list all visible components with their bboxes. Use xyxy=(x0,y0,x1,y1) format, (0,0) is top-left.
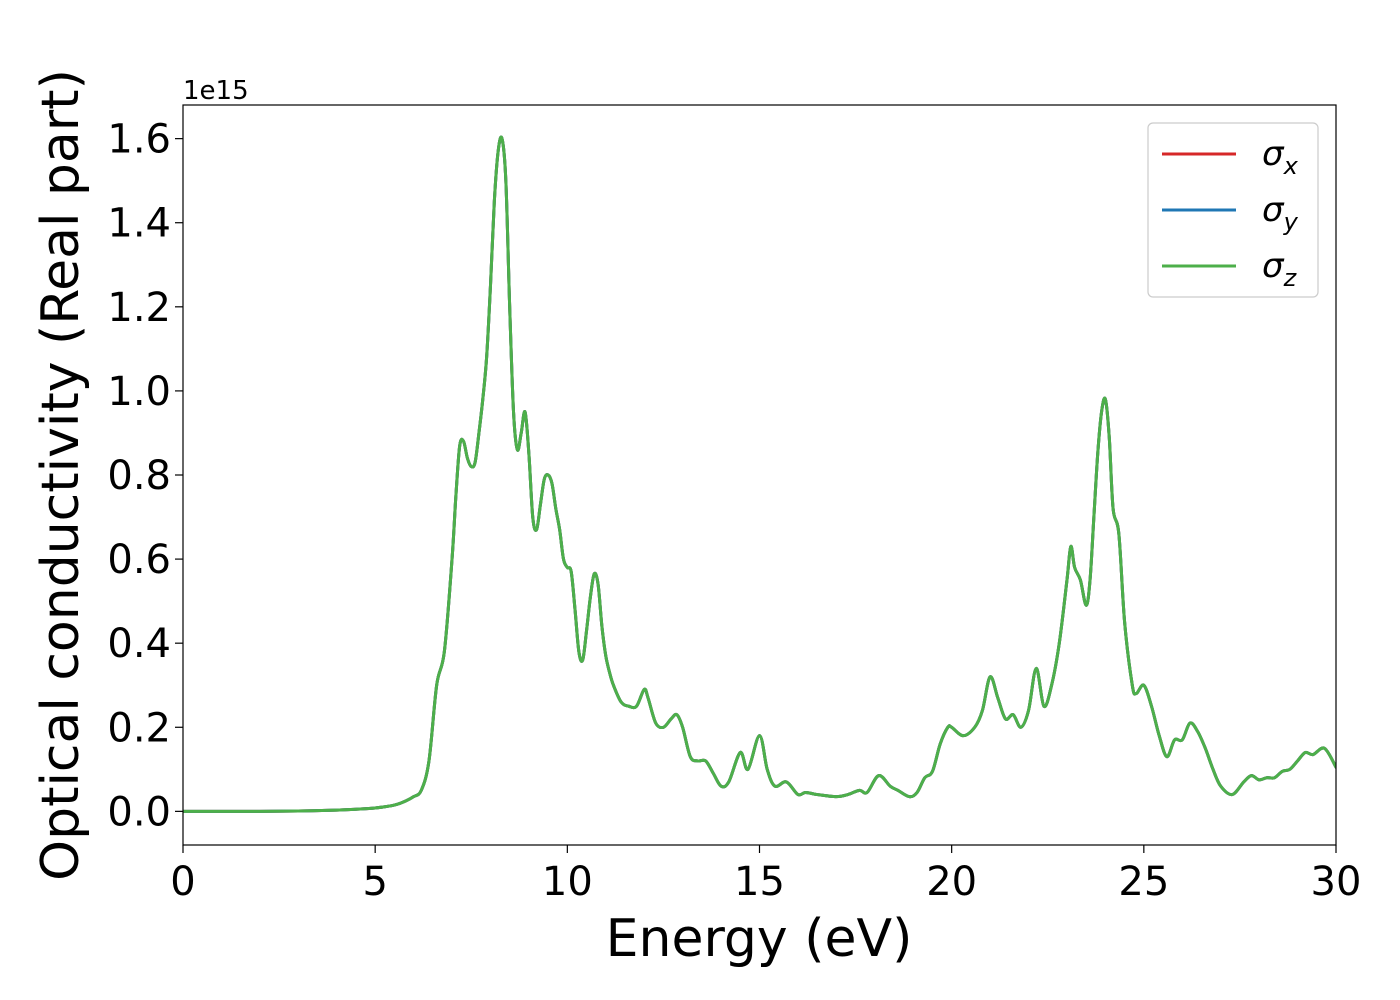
y-axis: 0.0 0.2 0.4 0.6 0.8 1.0 1.2 1.4 1.6 xyxy=(107,117,183,835)
x-axis-title: Energy (eV) xyxy=(606,909,913,969)
series-layer xyxy=(183,135,1336,813)
x-tick-label: 5 xyxy=(362,859,387,905)
y-axis-title: Optical conductivity (Real part) xyxy=(31,69,91,881)
x-tick-label: 15 xyxy=(734,859,785,905)
y-tick-label: 0.2 xyxy=(107,705,171,751)
series-line-z xyxy=(183,135,1336,813)
x-tick-label: 0 xyxy=(170,859,195,905)
y-tick-label: 1.6 xyxy=(107,117,171,163)
y-offset-label: 1e15 xyxy=(183,76,249,106)
x-tick-label: 25 xyxy=(1118,859,1169,905)
y-tick-label: 1.0 xyxy=(107,369,171,415)
y-tick-label: 0.8 xyxy=(107,453,171,499)
x-tick-label: 30 xyxy=(1311,859,1362,905)
legend-label-z: σz xyxy=(1262,246,1298,292)
y-tick-label: 0.0 xyxy=(107,789,171,835)
y-tick-label: 1.2 xyxy=(107,285,171,331)
y-tick-label: 0.4 xyxy=(107,621,171,667)
y-tick-label: 0.6 xyxy=(107,537,171,583)
x-tick-label: 10 xyxy=(542,859,593,905)
x-axis: 0 5 10 15 20 25 30 xyxy=(170,845,1361,905)
legend: σx σy σz xyxy=(1147,122,1319,298)
legend-label-x: σx xyxy=(1262,134,1299,180)
legend-label-y: σy xyxy=(1262,190,1299,236)
x-tick-label: 20 xyxy=(926,859,977,905)
y-tick-label: 1.4 xyxy=(107,201,171,247)
